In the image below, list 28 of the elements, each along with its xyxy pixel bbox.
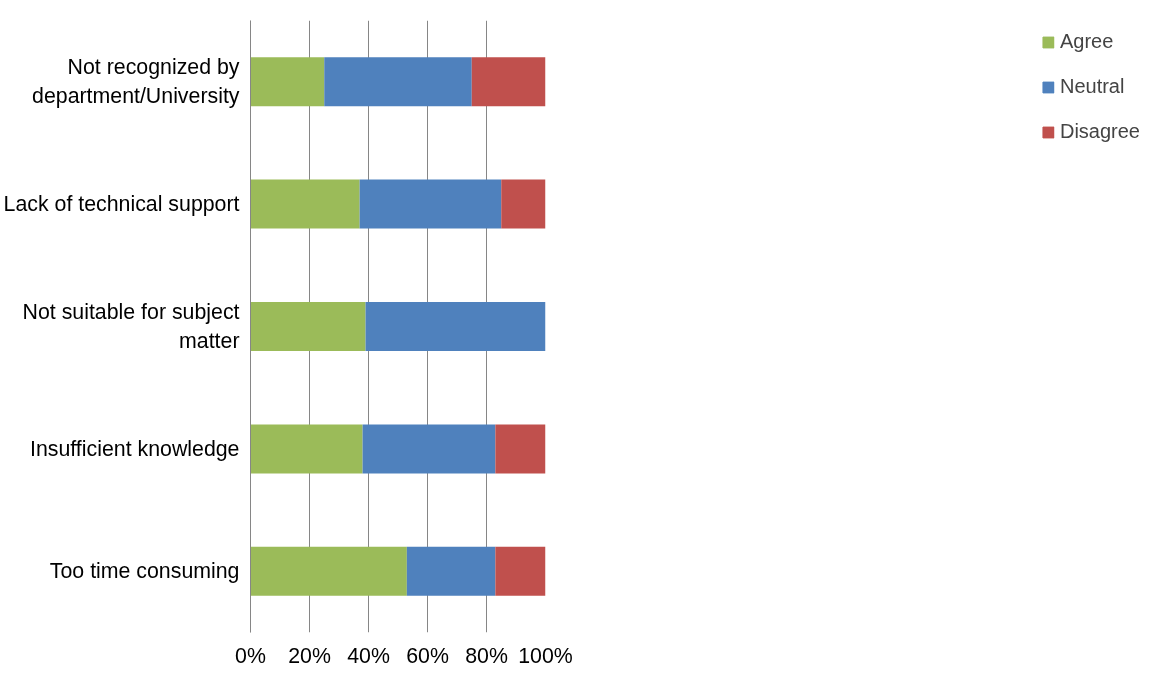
bar	[250, 179, 360, 229]
bar	[501, 179, 546, 229]
bar	[250, 302, 366, 351]
x-tick-label: 60%	[406, 643, 449, 668]
bar	[324, 57, 472, 107]
bar	[359, 179, 502, 229]
x-tick-label: 40%	[347, 643, 390, 668]
legend-label: Neutral	[1059, 75, 1125, 98]
bar	[471, 57, 546, 107]
legend-label: Agree	[1059, 30, 1114, 53]
bar	[362, 424, 496, 474]
bar	[406, 546, 496, 596]
y-tick-label: Insufficient knowledge	[30, 436, 240, 461]
x-tick-label: 20%	[288, 643, 331, 668]
y-tick-label: Lack of technical support	[3, 192, 240, 217]
x-tick-label: 100%	[518, 643, 573, 668]
y-tick-label: Not recognized by department/University	[32, 55, 240, 109]
x-tick-label: 0%	[235, 643, 266, 668]
bar	[250, 546, 407, 596]
x-tick-label: 80%	[465, 643, 508, 668]
bar	[250, 424, 363, 474]
bar	[365, 302, 546, 351]
legend-label: Disagree	[1059, 120, 1140, 143]
bar	[250, 57, 325, 107]
bar	[495, 546, 546, 596]
y-tick-label: Not suitable for subject matter	[22, 300, 240, 353]
y-tick-label: Too time consuming	[49, 559, 240, 584]
bar	[495, 424, 546, 474]
